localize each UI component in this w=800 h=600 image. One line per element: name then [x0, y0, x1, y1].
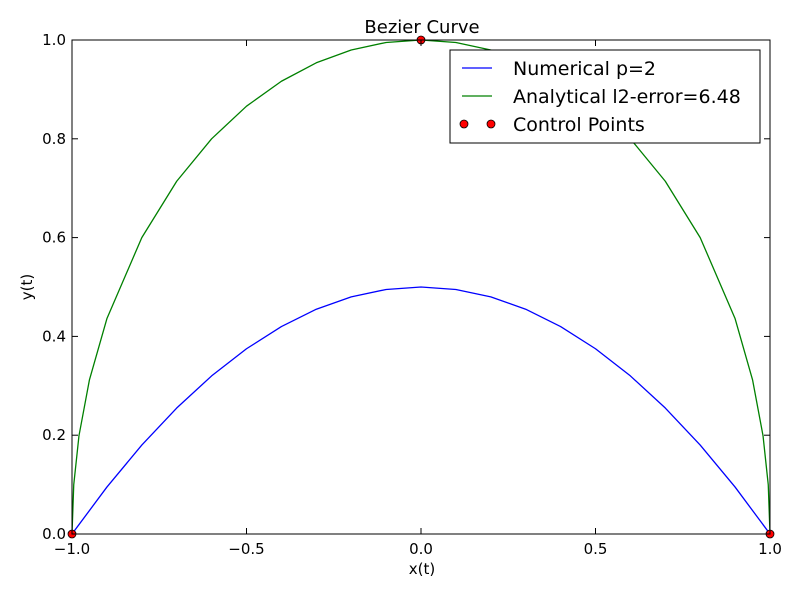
legend-marker-swatch — [459, 119, 469, 129]
series-line-0 — [72, 286, 770, 534]
legend: Numerical p=2 Analytical l2-error=6.48 Con… — [449, 49, 761, 144]
x-tick-label: 0.0 — [409, 540, 433, 558]
series-layer — [72, 40, 770, 534]
legend-label: Analytical l2-error=6.48 — [513, 86, 741, 108]
legend-marker-swatch — [486, 119, 496, 129]
x-axis-title: x(t) — [409, 560, 435, 578]
series-line-1 — [72, 40, 770, 534]
legend-label: Control Points — [513, 114, 645, 136]
y-axis-title: y(t) — [18, 274, 36, 300]
tick-layer: −1.0 −0.5 0.0 0.5 1.0 0.0 0.2 0.4 0.6 0.8 1.0 — [42, 31, 782, 558]
y-tick-label: 0.6 — [42, 229, 66, 247]
x-tick-label: 0.5 — [584, 540, 608, 558]
y-tick-label: 0.4 — [42, 327, 66, 345]
x-tick-label: 1.0 — [758, 540, 782, 558]
legend-label: Numerical p=2 — [513, 58, 656, 80]
legend-box — [449, 49, 761, 144]
x-tick-label: −1.0 — [54, 540, 90, 558]
y-tick-label: 0.8 — [42, 130, 66, 148]
y-tick-label: 0.0 — [42, 525, 66, 543]
y-tick-label: 0.2 — [42, 426, 66, 444]
x-tick-label: −0.5 — [228, 540, 264, 558]
y-tick-label: 1.0 — [42, 31, 66, 49]
chart-title: Bezier Curve — [364, 17, 479, 38]
